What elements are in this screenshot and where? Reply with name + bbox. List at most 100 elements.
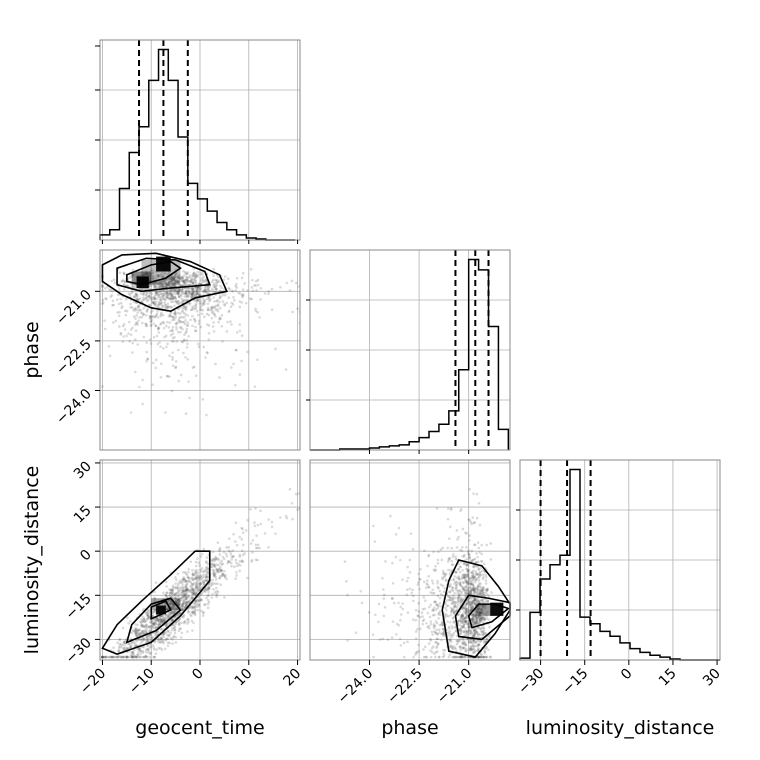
- sample-point: [211, 325, 215, 328]
- sample-point: [454, 586, 457, 590]
- sample-point: [171, 584, 175, 588]
- sample-point: [223, 275, 227, 278]
- sample-point: [219, 317, 222, 321]
- sample-point: [171, 315, 175, 319]
- sample-point: [101, 385, 104, 388]
- sample-point: [211, 550, 215, 554]
- sample-point: [221, 562, 225, 566]
- sample-point: [177, 598, 180, 602]
- sample-point: [448, 629, 451, 633]
- sample-point: [165, 291, 169, 295]
- sample-point: [215, 283, 219, 287]
- sample-point: [122, 271, 125, 275]
- sample-point: [161, 632, 165, 636]
- sample-point: [471, 648, 474, 651]
- sample-point: [437, 550, 440, 554]
- sample-point: [469, 631, 473, 635]
- sample-point: [473, 587, 476, 591]
- sample-point: [291, 310, 294, 314]
- sample-point: [121, 340, 125, 343]
- sample-point: [235, 561, 238, 565]
- sample-point: [162, 283, 166, 286]
- sample-point: [176, 613, 179, 617]
- sample-point: [471, 620, 475, 623]
- sample-point: [172, 276, 175, 280]
- sample-point: [191, 578, 195, 581]
- sample-point: [470, 613, 474, 617]
- sample-point: [199, 308, 202, 311]
- sample-point: [145, 272, 149, 276]
- sample-point: [172, 276, 176, 280]
- sample-point: [451, 586, 454, 589]
- sample-point: [481, 588, 484, 591]
- sample-point: [489, 655, 493, 659]
- sample-point: [225, 282, 228, 285]
- sample-point: [191, 573, 195, 577]
- sample-point: [254, 546, 258, 550]
- sample-point: [474, 617, 477, 620]
- sample-point: [462, 642, 465, 645]
- sample-point: [478, 617, 482, 621]
- sample-point: [463, 619, 467, 623]
- sample-point: [194, 599, 197, 603]
- sample-point: [477, 567, 480, 571]
- sample-point: [202, 573, 205, 577]
- sample-point: [134, 633, 138, 636]
- sample-point: [219, 561, 222, 565]
- sample-point: [125, 655, 129, 659]
- sample-point: [134, 286, 137, 290]
- sample-point: [119, 297, 122, 301]
- sample-point: [421, 615, 425, 618]
- sample-point: [480, 655, 484, 659]
- sample-point: [480, 560, 484, 563]
- sample-point: [146, 613, 149, 616]
- sample-point: [134, 306, 138, 310]
- sample-point: [135, 629, 139, 632]
- sample-point: [207, 593, 210, 597]
- sample-point: [466, 573, 470, 576]
- sample-point: [142, 291, 146, 294]
- sample-point: [464, 604, 468, 608]
- sample-point: [152, 618, 156, 621]
- sample-point: [120, 280, 124, 283]
- sample-point: [233, 565, 236, 569]
- sample-point: [241, 295, 244, 299]
- sample-point: [453, 655, 457, 659]
- sample-point: [230, 561, 233, 565]
- sample-point: [480, 543, 484, 547]
- sample-point: [153, 298, 156, 301]
- sample-point: [132, 629, 136, 633]
- sample-point: [454, 557, 458, 561]
- sample-point: [147, 615, 151, 619]
- sample-point: [149, 277, 153, 280]
- sample-point: [196, 298, 200, 301]
- sample-point: [146, 610, 150, 613]
- sample-point: [460, 507, 463, 511]
- sample-point: [398, 558, 402, 562]
- sample-point: [167, 281, 171, 284]
- sample-point: [427, 605, 431, 609]
- sample-point: [447, 594, 450, 598]
- sample-point: [254, 543, 258, 547]
- sample-point: [197, 574, 200, 578]
- sample-point: [233, 298, 236, 302]
- sample-point: [235, 282, 238, 286]
- sample-point: [476, 639, 480, 642]
- sample-point: [463, 553, 466, 557]
- sample-point: [246, 576, 249, 580]
- sample-point: [159, 647, 162, 650]
- sample-point: [136, 655, 139, 659]
- sample-point: [473, 598, 476, 602]
- sample-point: [475, 598, 478, 602]
- sample-point: [146, 614, 149, 618]
- sample-point: [191, 572, 195, 575]
- sample-point: [466, 591, 470, 595]
- sample-point: [139, 292, 143, 295]
- sample-point: [462, 587, 466, 590]
- sample-point: [180, 297, 183, 301]
- sample-point: [220, 569, 224, 573]
- sample-point: [173, 596, 177, 600]
- sample-point: [181, 309, 184, 312]
- sample-point: [161, 627, 165, 631]
- sample-point: [207, 590, 210, 594]
